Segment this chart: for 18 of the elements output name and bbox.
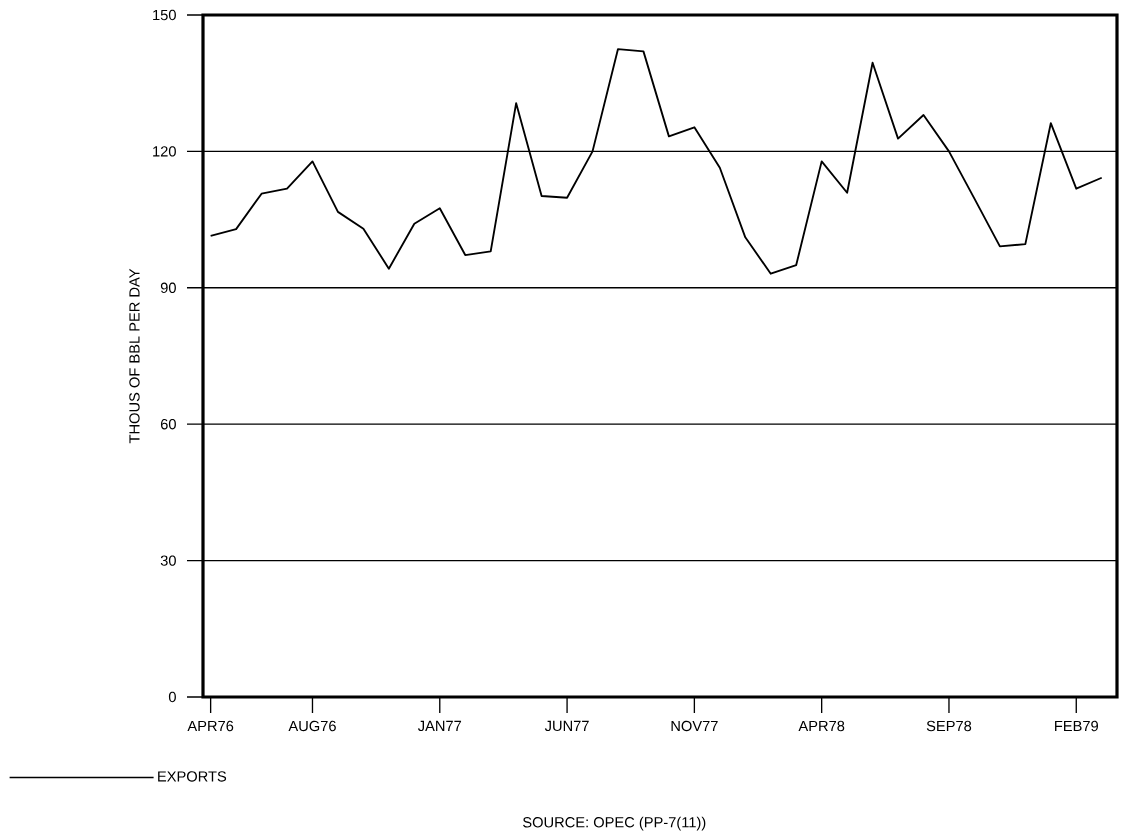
x-tick-label: JUN77 bbox=[544, 720, 589, 732]
x-tick-label: NOV77 bbox=[671, 720, 718, 732]
y-tick-label: 60 bbox=[160, 419, 176, 430]
source-note: SOURCE: OPEC (PP-7(11)) bbox=[523, 816, 706, 831]
x-tick-label: AUG76 bbox=[288, 720, 336, 732]
x-tick-label: JAN77 bbox=[418, 720, 462, 732]
y-tick-label: 120 bbox=[153, 146, 176, 157]
y-tick-label: 150 bbox=[153, 9, 176, 21]
x-tick-label: FEB79 bbox=[1055, 720, 1098, 732]
x-tick-label: APR76 bbox=[187, 720, 234, 732]
line-series bbox=[209, 48, 1103, 275]
y-tick-label: 30 bbox=[160, 555, 176, 566]
y-axis-title: THOUS OF BBL PER DAY bbox=[129, 268, 140, 444]
text: EXPORTS bbox=[158, 771, 227, 782]
x-tick-label: SEP78 bbox=[926, 720, 972, 732]
y-tick-label: 0 bbox=[168, 691, 176, 703]
x-tick-label: APR78 bbox=[798, 720, 845, 732]
y-tick-label: 90 bbox=[160, 282, 176, 293]
